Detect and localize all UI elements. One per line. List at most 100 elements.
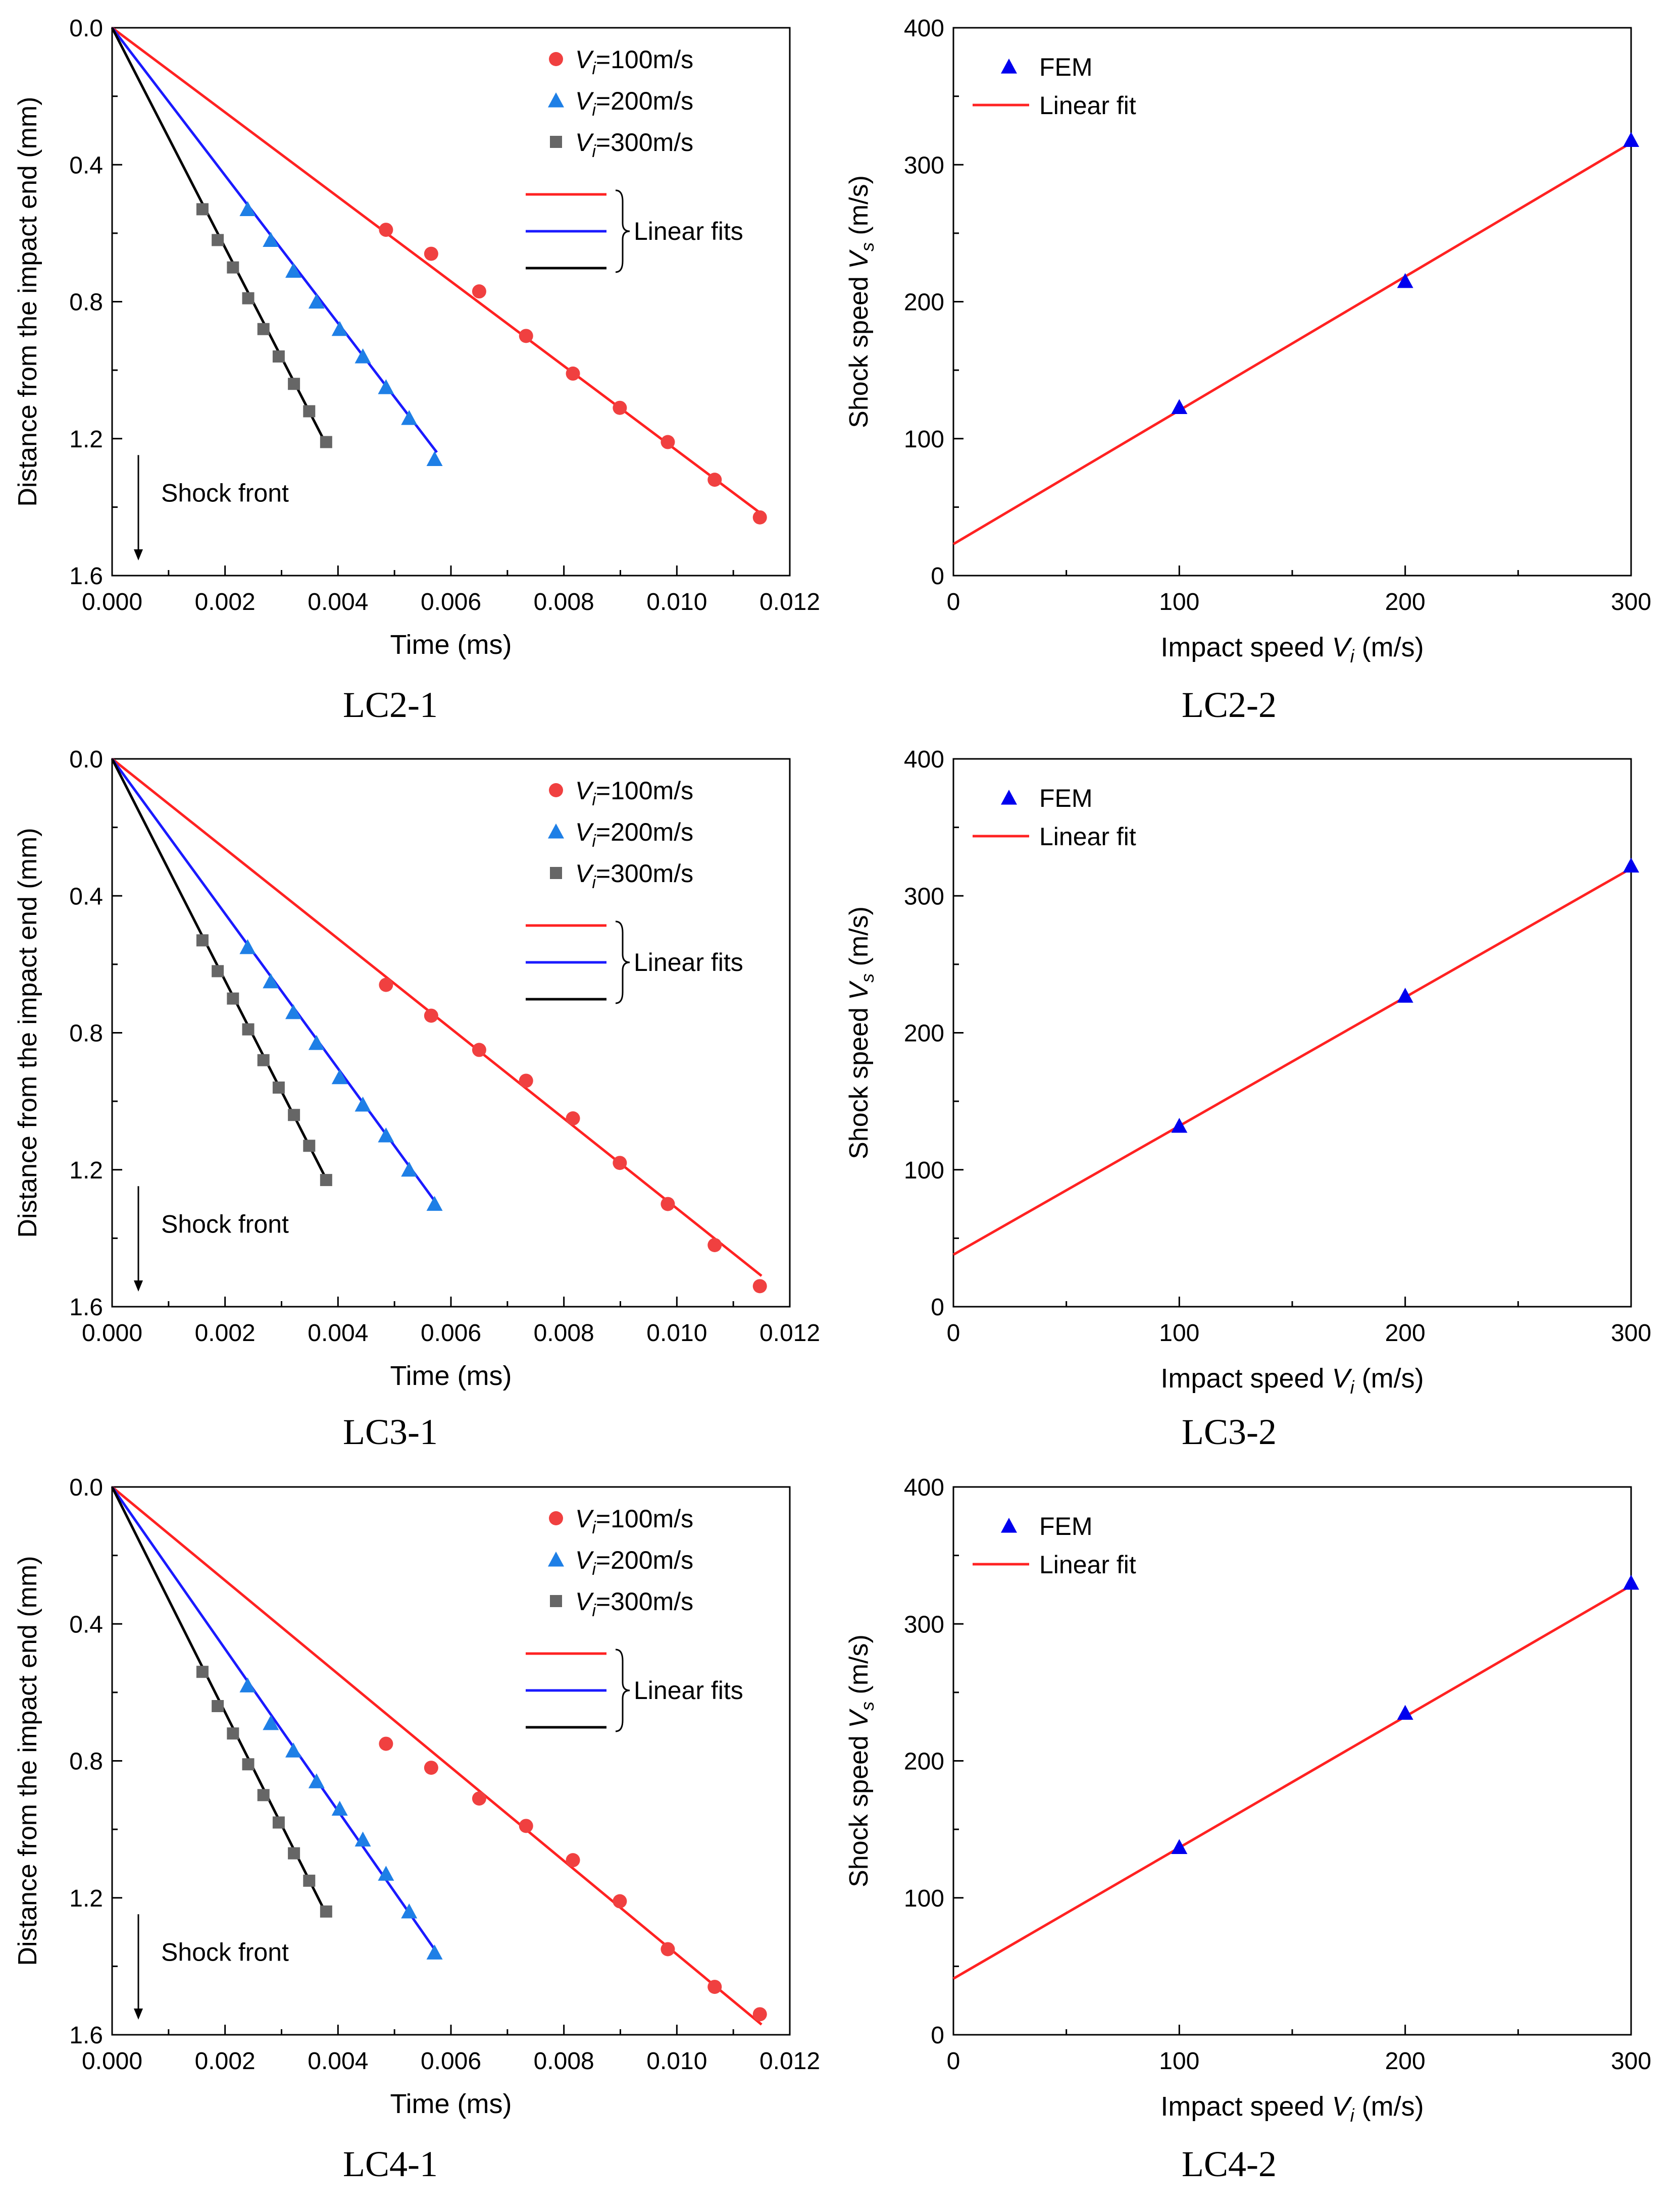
data-point-square [288, 1847, 300, 1860]
data-point-circle [566, 1853, 580, 1868]
x-tick-label: 0.006 [421, 2048, 481, 2075]
y-axis-label: Distance from the impact end (mm) [13, 828, 42, 1238]
y-tick-label: 1.2 [69, 1885, 103, 1912]
data-point-triangle [331, 321, 348, 336]
data-point-circle [752, 2007, 767, 2022]
x-tick-label: 0.002 [195, 1320, 256, 1347]
data-point-square [227, 1727, 239, 1740]
y-axis-label: Distance from the impact end (mm) [13, 1556, 42, 1966]
data-point-circle [613, 1894, 627, 1909]
data-point-square [242, 1023, 255, 1036]
y-tick-label: 400 [904, 746, 944, 773]
fit-line [111, 26, 763, 515]
y-tick-label: 1.6 [69, 563, 103, 590]
data-point-square [272, 1816, 285, 1829]
data-point-triangle [239, 939, 256, 954]
y-tick-label: 0.8 [69, 1020, 103, 1047]
data-point-triangle [1623, 857, 1639, 873]
panel-caption: LC2-2 [1182, 685, 1277, 725]
data-point-square [272, 350, 285, 363]
x-tick-label: 0.000 [82, 1320, 142, 1347]
x-axis-label: Time (ms) [390, 630, 512, 660]
y-tick-label: 0.4 [69, 1611, 103, 1638]
data-point-square [227, 261, 239, 274]
y-tick-label: 0 [931, 2022, 944, 2049]
data-point-square [242, 1758, 255, 1771]
fit-line [952, 867, 1632, 1256]
arrow-head-icon [134, 549, 143, 560]
data-point-triangle [239, 1677, 256, 1692]
panel-caption: LC4-1 [343, 2144, 438, 2184]
y-tick-label: 300 [904, 152, 944, 179]
legend-marker [1001, 790, 1017, 805]
x-tick-label: 100 [1159, 1320, 1199, 1347]
legend-marker [550, 1595, 563, 1607]
x-tick-label: 0.010 [646, 2048, 707, 2075]
x-tick-label: 0.012 [759, 1320, 820, 1347]
panel-lc4-1: 0.000 0.002 0.004 0.006 0.008 0.010 0.012 0.0 0.… [13, 1474, 820, 2184]
x-tick-label: 0.004 [308, 2048, 368, 2075]
y-tick-label: 0.0 [69, 1474, 103, 1501]
legend-brace [615, 189, 630, 273]
data-point-triangle [354, 348, 371, 364]
data-point-square [212, 1700, 224, 1712]
y-tick-label: 100 [904, 426, 944, 453]
y-axis-label: Shock speed Vs (m/s) [844, 1634, 878, 1887]
x-axis-label: Time (ms) [390, 1361, 512, 1391]
data-point-circle [472, 1043, 486, 1057]
legend-label-fit: Linear fit [1039, 1551, 1136, 1579]
data-point-circle [752, 510, 767, 525]
y-axis-label: Distance from the impact end (mm) [13, 96, 42, 506]
data-point-square [272, 1082, 285, 1094]
legend-label: Vi=100m/s [575, 1505, 693, 1537]
legend-label-fem: FEM [1039, 53, 1093, 81]
data-point-triangle [263, 1715, 279, 1730]
data-point-triangle [378, 1127, 394, 1143]
data-point-circle [566, 366, 580, 381]
data-point-square [212, 234, 224, 246]
data-point-square [303, 1140, 316, 1152]
data-point-square [196, 934, 209, 947]
data-point-circle [379, 978, 393, 992]
legend-label: Vi=300m/s [575, 1587, 693, 1620]
data-point-circle [472, 284, 486, 299]
data-point-triangle [378, 1866, 394, 1881]
y-tick-label: 0.0 [69, 746, 103, 773]
data-point-triangle [308, 1035, 325, 1050]
data-point-triangle [263, 232, 279, 247]
y-tick-label: 0.0 [69, 15, 103, 42]
data-point-triangle [263, 973, 279, 989]
data-point-circle [519, 329, 533, 343]
x-tick-label: 300 [1611, 1320, 1651, 1347]
y-tick-label: 300 [904, 883, 944, 910]
x-tick-label: 0.004 [308, 1320, 368, 1347]
panel-lc4-2: 0 100 200 300 0 100 200 300 400 Impact speed Vi (… [844, 1474, 1651, 2184]
panel-lc2-1: 0.000 0.002 0.004 0.006 0.008 0.010 0.012 0.0 0.… [13, 15, 820, 725]
x-tick-label: 0 [947, 2048, 960, 2075]
x-tick-label: 0.004 [308, 589, 368, 615]
legend-label: Vi=100m/s [575, 45, 693, 78]
data-point-circle [519, 1819, 533, 1833]
data-point-triangle [308, 1773, 325, 1788]
y-tick-label: 400 [904, 15, 944, 42]
y-tick-label: 200 [904, 1748, 944, 1775]
x-axis-label: Time (ms) [390, 2089, 512, 2119]
x-axis-label: Impact speed Vi (m/s) [1160, 1363, 1424, 1398]
x-tick-label: 200 [1385, 2048, 1426, 2075]
x-tick-label: 0.002 [195, 589, 256, 615]
y-tick-label: 0.4 [69, 883, 103, 910]
data-point-triangle [308, 293, 325, 309]
x-tick-label: 200 [1385, 1320, 1426, 1347]
data-point-triangle [426, 451, 443, 467]
data-point-triangle [1397, 988, 1413, 1003]
y-axis-label: Shock speed Vs (m/s) [844, 175, 878, 428]
legend-marker [548, 1552, 565, 1567]
y-tick-label: 1.6 [69, 1294, 103, 1321]
x-tick-label: 0.008 [534, 1320, 594, 1347]
legend-label: Vi=200m/s [575, 87, 693, 120]
x-axis-label: Impact speed Vi (m/s) [1160, 2091, 1424, 2126]
x-tick-label: 0.000 [82, 2048, 142, 2075]
annotation-shock-front: Shock front [161, 479, 289, 507]
legend-label: Vi=200m/s [575, 818, 693, 851]
